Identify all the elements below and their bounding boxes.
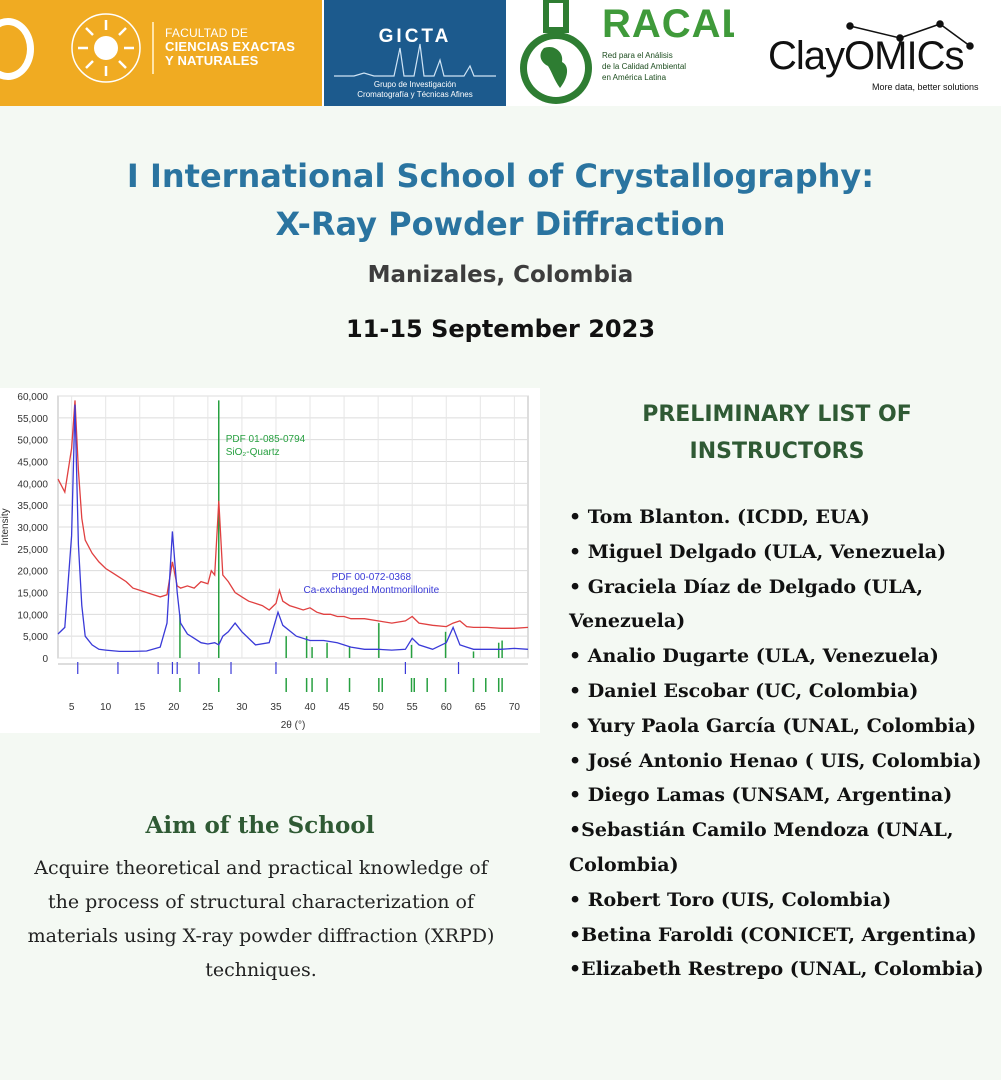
montmorillonite-annotation-line: PDF 00-072-0368 xyxy=(332,572,412,583)
x-tick-label: 30 xyxy=(236,702,248,713)
y-tick-label: 35,000 xyxy=(17,501,48,512)
aim-text-line: techniques. xyxy=(205,959,317,981)
x-tick-label: 5 xyxy=(69,702,75,713)
x-tick-label: 55 xyxy=(407,702,419,713)
gicta-name: GICTA xyxy=(378,26,452,47)
x-tick-label: 45 xyxy=(339,702,351,713)
x-tick-label: 15 xyxy=(134,702,146,713)
y-tick-label: 50,000 xyxy=(17,436,48,447)
racal-name: RACAL xyxy=(602,2,734,46)
instructor-item: • Daniel Escobar (UC, Colombia) xyxy=(569,679,919,702)
y-tick-label: 60,000 xyxy=(17,392,48,403)
instructors-heading: PRELIMINARY LIST OF INSTRUCTORS xyxy=(572,396,982,470)
instructor-item: • Tom Blanton. (ICDD, EUA) xyxy=(569,506,870,528)
y-tick-label: 0 xyxy=(42,654,48,665)
racal-flask-icon xyxy=(520,0,592,104)
x-tick-label: 25 xyxy=(202,702,214,713)
y-tick-label: 10,000 xyxy=(17,610,48,621)
series-blue-line xyxy=(57,404,529,653)
gicta-subtitle: Grupo de Investigación Cromatografía y T… xyxy=(324,80,506,100)
y-tick-label: 30,000 xyxy=(17,523,48,534)
faculty-line: FACULTAD DE xyxy=(165,26,249,40)
universidad-de-caldas-logo: FACULTAD DE CIENCIAS EXACTAS Y NATURALES xyxy=(0,0,322,106)
racal-subtitle: Red para el Análisis de la Calidad Ambie… xyxy=(602,50,686,83)
quartz-annotation-line: SiO₂-Quartz xyxy=(226,447,280,458)
y-axis-label: Intensity xyxy=(0,508,11,545)
y-tick-label: 55,000 xyxy=(17,414,48,425)
clayomics-tagline: More data, better solutions xyxy=(872,82,979,92)
x-tick-label: 10 xyxy=(100,702,112,713)
xrd-chart: 0 5,000 10,000 15,000 20,000 25,000 30,000 35,0… xyxy=(0,388,540,733)
aim-title: Aim of the School xyxy=(145,812,375,839)
y-tick-label: 45,000 xyxy=(17,458,48,469)
series-red-line xyxy=(57,400,529,629)
clayomics-logo: ClayOMICs More data, better solutions xyxy=(740,0,1001,106)
y-tick-label: 40,000 xyxy=(17,479,48,490)
x-tick-label: 65 xyxy=(475,702,487,713)
event-title: I International School of Crystallograph… xyxy=(0,152,1001,248)
aim-text-line: materials using X-ray powder diffraction… xyxy=(27,925,495,947)
xrd-chart-svg: 0 5,000 10,000 15,000 20,000 25,000 30,000 35,0… xyxy=(0,392,529,731)
y-tick-label: 20,000 xyxy=(17,567,48,578)
instructor-item: • José Antonio Henao ( UIS, Colombia) xyxy=(569,749,982,772)
instructor-item: •Elizabeth Restrepo (UNAL, Colombia) xyxy=(569,958,984,981)
instructor-item: Venezuela) xyxy=(569,610,686,633)
racal-logo: RACAL Red para el Análisis de la Calidad… xyxy=(510,0,734,106)
faculty-line: CIENCIAS EXACTAS xyxy=(165,39,296,54)
instructor-item: • Graciela Díaz de Delgado (ULA, xyxy=(569,575,923,598)
gicta-subtitle-line: Cromatografía y Técnicas Afines xyxy=(357,90,473,99)
event-dates: 11-15 September 2023 xyxy=(345,315,656,343)
instructors-list: • Tom Blanton. (ICDD, EUA) • Miguel Delga… xyxy=(569,500,1001,987)
x-tick-label: 50 xyxy=(373,702,385,713)
instructors-heading-line: INSTRUCTORS xyxy=(689,439,865,464)
x-tick-label: 35 xyxy=(270,702,282,713)
x-axis-label: 2θ (°) xyxy=(281,720,306,731)
x-tick-label: 70 xyxy=(509,702,521,713)
instructor-item: • Yury Paola García (UNAL, Colombia) xyxy=(569,714,977,737)
aim-text-line: Acquire theoretical and practical knowle… xyxy=(34,857,488,879)
y-tick-label: 5,000 xyxy=(23,632,48,643)
gicta-logo: GICTA Grupo de Investigación Cromatograf… xyxy=(324,0,506,106)
instructor-item: •Sebastián Camilo Mendoza (UNAL, xyxy=(569,819,954,842)
udc-emblem xyxy=(0,18,34,80)
racal-subtitle-line: de la Calidad Ambiental xyxy=(602,62,687,71)
clayomics-name: ClayOMICs xyxy=(768,34,964,78)
instructor-item: •Betina Faroldi (CONICET, Argentina) xyxy=(569,923,977,946)
quartz-annotation-line: PDF 01-085-0794 xyxy=(226,434,306,445)
aim-text-line: the process of structural characterizati… xyxy=(47,891,475,913)
udc-sun-seal xyxy=(71,13,141,83)
racal-subtitle-line: Red para el Análisis xyxy=(602,51,673,60)
montmorillonite-annotation-line: Ca-exchanged Montmorillonite xyxy=(304,585,440,596)
logo-banner: FACULTAD DE CIENCIAS EXACTAS Y NATURALES… xyxy=(0,0,1001,106)
gicta-chromatogram xyxy=(334,43,496,77)
udc-separator xyxy=(152,22,154,74)
gicta-subtitle-line: Grupo de Investigación xyxy=(373,80,457,89)
instructor-item: Colombia) xyxy=(569,853,679,876)
x-tick-label: 60 xyxy=(441,702,453,713)
y-tick-label: 25,000 xyxy=(17,545,48,556)
instructor-item: • Diego Lamas (UNSAM, Argentina) xyxy=(569,784,953,807)
event-title-line2: X-Ray Powder Diffraction xyxy=(275,205,726,243)
x-tick-label: 20 xyxy=(168,702,180,713)
racal-subtitle-line: en América Latina xyxy=(602,73,667,82)
faculty-name: FACULTAD DE CIENCIAS EXACTAS Y NATURALES xyxy=(165,26,295,68)
faculty-line: Y NATURALES xyxy=(165,53,259,68)
instructor-item: • Robert Toro (UIS, Colombia) xyxy=(569,888,892,911)
instructors-heading-line: PRELIMINARY LIST OF xyxy=(642,402,912,427)
y-tick-label: 15,000 xyxy=(17,589,48,600)
instructor-item: • Analio Dugarte (ULA, Venezuela) xyxy=(569,645,939,668)
instructor-item: • Miguel Delgado (ULA, Venezuela) xyxy=(569,540,947,563)
event-title-line1: I International School of Crystallograph… xyxy=(126,157,875,195)
x-tick-label: 40 xyxy=(304,702,316,713)
clayomics-network-icon xyxy=(846,20,974,50)
event-location: Manizales, Colombia xyxy=(367,262,634,288)
aim-text: Acquire theoretical and practical knowle… xyxy=(0,851,536,987)
